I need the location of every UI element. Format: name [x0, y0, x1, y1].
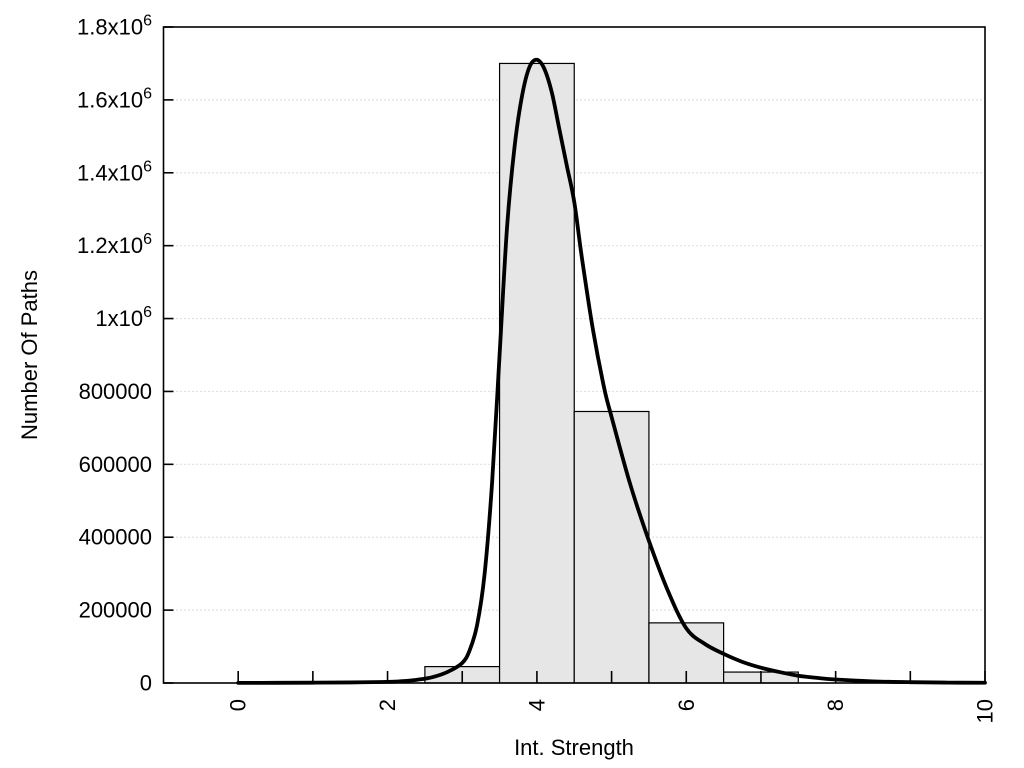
y-tick-label: 600000	[79, 452, 152, 477]
density-curve	[236, 57, 987, 685]
y-tick-label: 1.2x106	[77, 231, 152, 258]
x-tick-label: 4	[524, 699, 549, 711]
y-tick-label: 1.8x106	[77, 13, 152, 40]
histogram-bar	[573, 410, 650, 684]
x-tick-label: 10	[973, 699, 998, 723]
gridline-layer	[164, 99, 985, 611]
x-tick-label: 0	[226, 699, 251, 711]
x-tick-label: 2	[375, 699, 400, 711]
curve-layer	[236, 57, 987, 685]
y-tick-label: 400000	[79, 525, 152, 550]
y-tick-label: 1.6x106	[77, 85, 152, 112]
x-tick-label: 6	[674, 699, 699, 711]
y-tick-label: 1.4x106	[77, 158, 152, 185]
y-tick-label: 800000	[79, 379, 152, 404]
y-tick-label: 200000	[79, 598, 152, 623]
y-tick-label: 1x106	[95, 304, 152, 331]
x-axis-title: Int. Strength	[514, 735, 634, 760]
tick-label-layer: 0 200000 400000 600000 800000 1x106 1.2x106 1.4…	[77, 13, 997, 724]
x-tick-label: 8	[823, 699, 848, 711]
plot-border	[162, 26, 986, 684]
y-axis-title: Number Of Paths	[17, 270, 42, 440]
y-tick-label: 0	[140, 671, 152, 696]
